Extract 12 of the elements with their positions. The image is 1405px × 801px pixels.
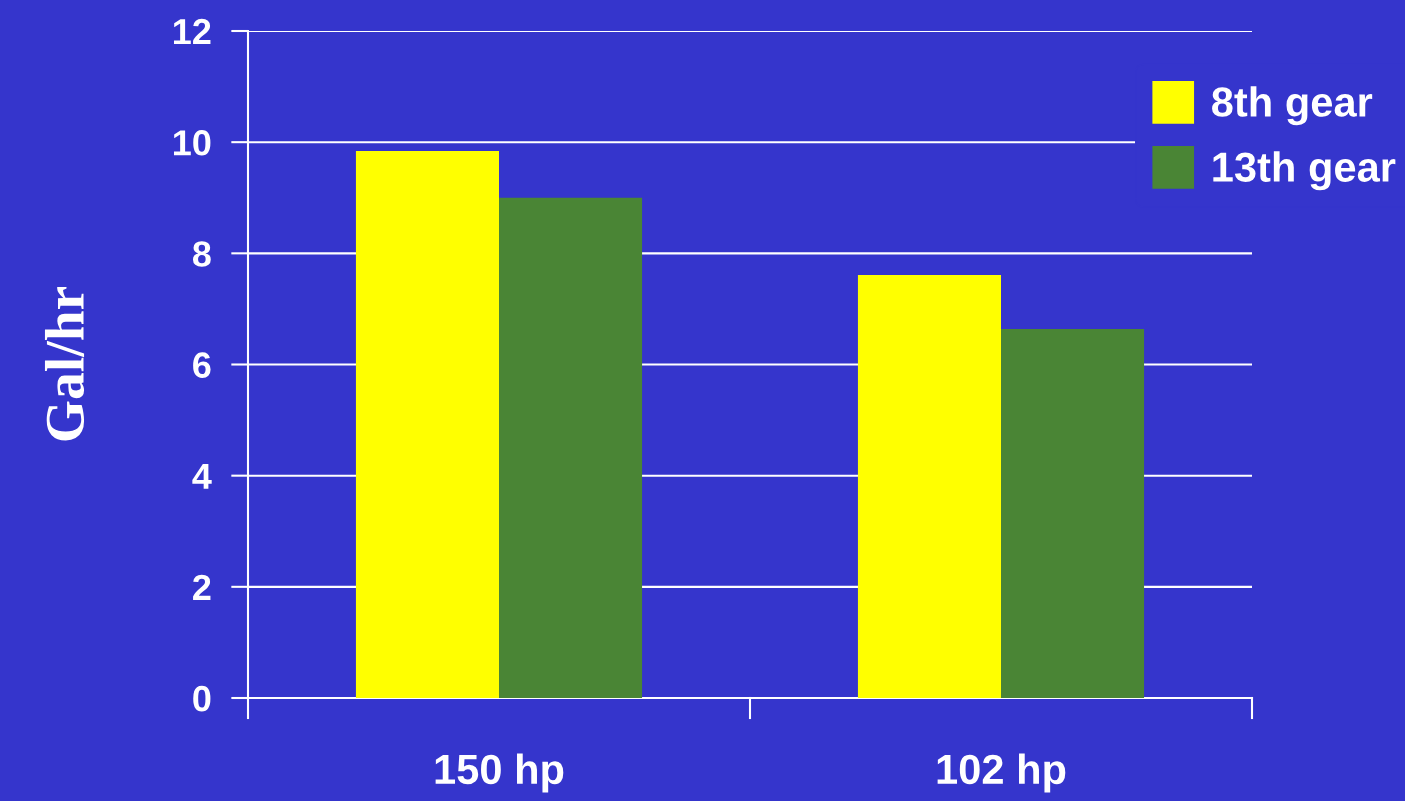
y-tick-label: 8 xyxy=(192,241,211,267)
y-axis-title: Gal/hr xyxy=(44,286,85,441)
legend-label: 13th gear xyxy=(1213,151,1396,191)
y-tick-label: 6 xyxy=(193,352,211,378)
x-tick-label: 102 hp xyxy=(937,753,1066,793)
y-tick-label: 2 xyxy=(193,574,211,600)
y-tick-label: 12 xyxy=(174,18,211,45)
legend-label: 8th gear xyxy=(1212,86,1373,126)
x-tick-label: 150 hp xyxy=(435,753,564,793)
y-tick-label: 4 xyxy=(192,463,212,489)
y-tick-label: 0 xyxy=(193,685,211,712)
y-tick-label: 10 xyxy=(174,130,211,156)
